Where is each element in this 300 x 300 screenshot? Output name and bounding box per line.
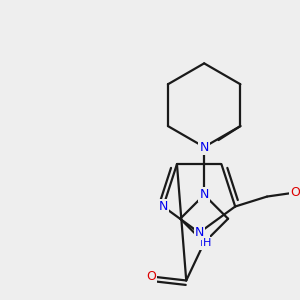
Text: N: N — [158, 200, 168, 213]
Text: O: O — [290, 186, 300, 199]
Text: N: N — [200, 236, 209, 249]
Text: N: N — [194, 226, 204, 239]
Text: H: H — [203, 238, 211, 248]
Text: N: N — [200, 188, 209, 201]
Text: N: N — [200, 140, 209, 154]
Text: O: O — [146, 270, 156, 283]
